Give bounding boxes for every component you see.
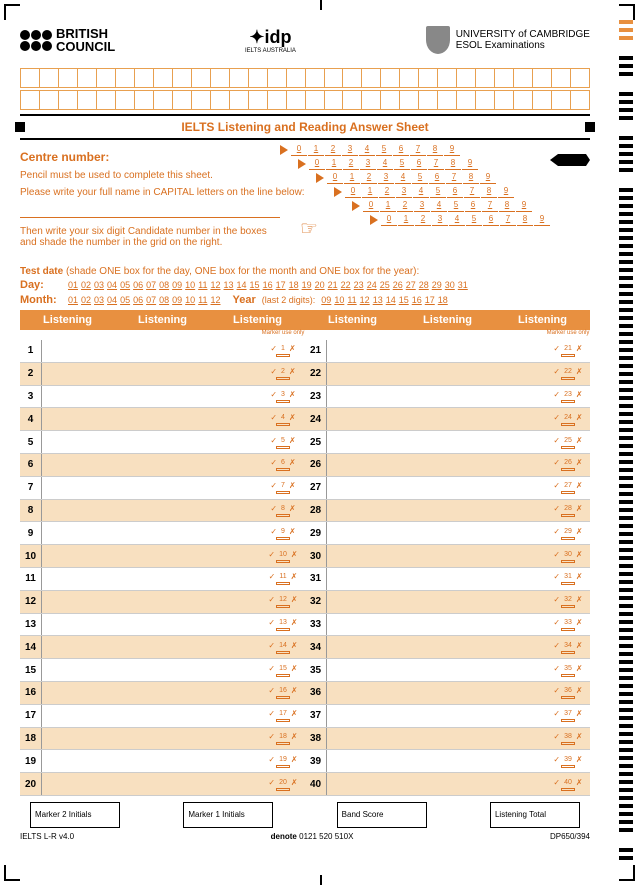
pencil-icon — [550, 152, 590, 168]
name-line[interactable] — [20, 204, 280, 218]
answer-row-30[interactable]: 30✓30✗ — [305, 545, 590, 568]
answer-row-40[interactable]: 40✓40✗ — [305, 773, 590, 796]
answer-row-9[interactable]: 9✓9✗ — [20, 522, 305, 545]
answer-row-14[interactable]: 14✓14✗ — [20, 636, 305, 659]
answer-row-13[interactable]: 13✓13✗ — [20, 614, 305, 637]
band-score-box: Band Score — [337, 802, 427, 828]
marker2-box: Marker 2 Initials — [30, 802, 120, 828]
answer-row-4[interactable]: 4✓4✗ — [20, 408, 305, 431]
answer-row-32[interactable]: 32✓32✗ — [305, 591, 590, 614]
answer-row-23[interactable]: 23✓23✗ — [305, 386, 590, 409]
answer-row-38[interactable]: 38✓38✗ — [305, 728, 590, 751]
answers-grid[interactable]: 1✓1✗2✓2✗3✓3✗4✓4✗5✓5✗6✓6✗7✓7✗8✓8✗9✓9✗10✓1… — [20, 340, 590, 796]
answer-row-22[interactable]: 22✓22✗ — [305, 363, 590, 386]
answer-row-6[interactable]: 6✓6✗ — [20, 454, 305, 477]
answer-row-37[interactable]: 37✓37✗ — [305, 705, 590, 728]
logos-row: BRITISHCOUNCIL ✦idp IELTS AUSTRALIA UNIV… — [20, 20, 590, 60]
answer-row-24[interactable]: 24✓24✗ — [305, 408, 590, 431]
listening-total-box: Listening Total — [490, 802, 580, 828]
footer-boxes: Marker 2 Initials Marker 1 Initials Band… — [20, 802, 590, 828]
answer-row-21[interactable]: 21✓21✗ — [305, 340, 590, 363]
candidate-note: Then write your six digit Candidate numb… — [20, 226, 280, 248]
answer-row-5[interactable]: 5✓5✗ — [20, 431, 305, 454]
answer-row-36[interactable]: 36✓36✗ — [305, 682, 590, 705]
number-grid[interactable]: 0123456789012345678901234567890123456789… — [280, 144, 550, 228]
answer-row-35[interactable]: 35✓35✗ — [305, 659, 590, 682]
marker1-box: Marker 1 Initials — [183, 802, 273, 828]
answer-row-12[interactable]: 12✓12✗ — [20, 591, 305, 614]
marker-label-right: Marker use only — [546, 330, 590, 340]
answer-row-20[interactable]: 20✓20✗ — [20, 773, 305, 796]
day-row[interactable]: Day: 01020304050607080910111213141516171… — [20, 279, 590, 291]
name-box-row-2[interactable] — [20, 90, 590, 110]
answer-row-15[interactable]: 15✓15✗ — [20, 659, 305, 682]
answer-row-17[interactable]: 17✓17✗ — [20, 705, 305, 728]
bottom-line: IELTS L-R v4.0 denote 0121 520 510X DP65… — [20, 832, 590, 841]
answer-row-7[interactable]: 7✓7✗ — [20, 477, 305, 500]
answer-row-1[interactable]: 1✓1✗ — [20, 340, 305, 363]
answer-row-29[interactable]: 29✓29✗ — [305, 522, 590, 545]
answer-row-28[interactable]: 28✓28✗ — [305, 500, 590, 523]
answer-row-16[interactable]: 16✓16✗ — [20, 682, 305, 705]
answer-row-33[interactable]: 33✓33✗ — [305, 614, 590, 637]
centre-section: Centre number: Pencil must be used to co… — [20, 144, 590, 260]
timing-marks — [619, 20, 633, 860]
test-date-label: Test date (shade ONE box for the day, ON… — [20, 266, 590, 277]
name-box-row-1[interactable] — [20, 68, 590, 88]
answer-row-2[interactable]: 2✓2✗ — [20, 363, 305, 386]
answer-sheet: BRITISHCOUNCIL ✦idp IELTS AUSTRALIA UNIV… — [20, 20, 590, 841]
answer-row-34[interactable]: 34✓34✗ — [305, 636, 590, 659]
idp-logo: ✦idp IELTS AUSTRALIA — [245, 27, 296, 54]
answer-row-26[interactable]: 26✓26✗ — [305, 454, 590, 477]
answer-row-18[interactable]: 18✓18✗ — [20, 728, 305, 751]
answer-row-11[interactable]: 11✓11✗ — [20, 568, 305, 591]
answer-row-25[interactable]: 25✓25✗ — [305, 431, 590, 454]
answer-row-3[interactable]: 3✓3✗ — [20, 386, 305, 409]
marker-label-left: Marker use only — [261, 330, 305, 340]
answer-row-19[interactable]: 19✓19✗ — [20, 750, 305, 773]
cambridge-logo: UNIVERSITY of CAMBRIDGEESOL Examinations — [426, 26, 590, 54]
month-year-row[interactable]: Month: 010203040506070809101112 Year (la… — [20, 294, 590, 306]
answer-row-8[interactable]: 8✓8✗ — [20, 500, 305, 523]
answer-row-31[interactable]: 31✓31✗ — [305, 568, 590, 591]
answer-row-39[interactable]: 39✓39✗ — [305, 750, 590, 773]
listening-header: ListeningListeningListeningListeningList… — [20, 310, 590, 330]
british-council-logo: BRITISHCOUNCIL — [20, 27, 115, 53]
answer-row-27[interactable]: 27✓27✗ — [305, 477, 590, 500]
sheet-title: IELTS Listening and Reading Answer Sheet — [20, 114, 590, 140]
answer-row-10[interactable]: 10✓10✗ — [20, 545, 305, 568]
